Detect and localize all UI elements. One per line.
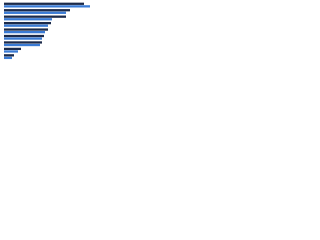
bar: [4, 28, 48, 31]
bar: [4, 24, 48, 27]
bar: [4, 21, 51, 25]
bar: [4, 47, 21, 51]
bar: [4, 54, 14, 57]
bar: [4, 31, 45, 34]
bar: [4, 15, 66, 18]
bar: [4, 2, 84, 5]
bar: [4, 34, 44, 38]
bar: [4, 5, 90, 8]
bar: [4, 56, 12, 60]
bar: [4, 50, 18, 53]
bar: [4, 41, 42, 44]
bar: [4, 43, 40, 47]
bar: [4, 18, 52, 21]
bar: [4, 9, 70, 12]
chart: [4, 2, 90, 60]
bar: [4, 11, 66, 14]
bar: [4, 37, 42, 40]
